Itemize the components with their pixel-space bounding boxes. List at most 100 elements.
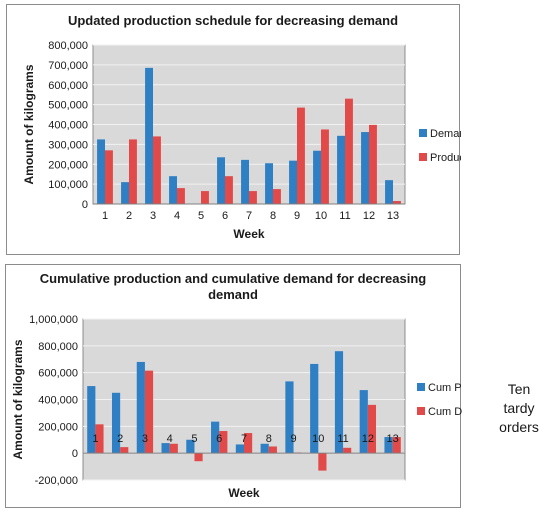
tardy-orders-line-1: Ten tardy — [503, 381, 535, 416]
bar-demand — [337, 135, 345, 204]
x-tick-label: 3 — [142, 433, 148, 445]
x-tick-label: 4 — [167, 433, 173, 445]
x-tick-label: 7 — [241, 433, 247, 445]
bar-cum-dem — [268, 446, 277, 454]
bar-production — [393, 201, 401, 204]
x-tick-label: 6 — [222, 210, 228, 222]
bar-production — [249, 191, 257, 204]
bar-cum-prod — [235, 444, 244, 454]
bar-demand — [289, 160, 297, 204]
x-tick-label: 9 — [294, 210, 300, 222]
legend-swatch — [419, 129, 427, 137]
bar-cum-dem — [219, 431, 228, 454]
legend-swatch — [417, 383, 425, 391]
x-tick-label: 6 — [216, 433, 222, 445]
y-tick-label: -200,000 — [35, 475, 78, 487]
y-axis-title: Amount of kilograms — [22, 64, 36, 184]
legend-label: Cum Dem — [428, 406, 462, 418]
x-tick-label: 5 — [191, 433, 197, 445]
bar-cum-dem — [367, 404, 377, 454]
legend-label: Cum Prod — [428, 382, 462, 394]
x-tick-label: 1 — [102, 210, 108, 222]
y-tick-label: 500,000 — [48, 100, 88, 112]
chart-title: Updated production schedule for decreasi… — [67, 13, 399, 28]
x-tick-label: 5 — [198, 210, 204, 222]
x-tick-label: 2 — [117, 433, 123, 445]
bar-cum-dem — [169, 443, 178, 454]
x-tick-label: 12 — [362, 433, 374, 445]
bar-demand — [385, 180, 393, 204]
y-tick-label: 800,000 — [48, 40, 88, 52]
bar-production — [297, 107, 305, 204]
bar-demand — [361, 132, 369, 204]
bar-cum-prod — [285, 381, 294, 454]
chart-title-line-1: Cumulative production and cumulative dem… — [39, 271, 427, 286]
bar-cum-dem — [144, 370, 154, 454]
y-tick-label: 200,000 — [38, 421, 78, 433]
bar-cum-dem — [244, 433, 253, 454]
bar-production — [177, 188, 185, 204]
chart-title: Cumulative production and cumulative dem… — [6, 271, 460, 303]
x-tick-label: 2 — [126, 210, 132, 222]
bar-cum-dem — [392, 437, 401, 454]
bar-cum-prod — [359, 390, 368, 454]
bar-demand — [121, 182, 129, 204]
legend-swatch — [419, 153, 427, 161]
production-schedule-chart: Updated production schedule for decreasi… — [6, 4, 461, 255]
legend-label: Production — [430, 152, 461, 164]
bar-demand — [241, 159, 249, 204]
x-tick-label: 13 — [387, 210, 399, 222]
y-tick-label: 800,000 — [38, 341, 78, 353]
bar-cum-dem — [194, 453, 203, 462]
bar-cum-prod — [111, 392, 121, 454]
bar-production — [321, 129, 329, 204]
x-tick-label: 8 — [266, 433, 272, 445]
bar-cum-dem — [95, 424, 104, 454]
bar-cum-prod — [136, 361, 145, 454]
y-tick-label: 1,000,000 — [29, 314, 78, 326]
x-tick-label: 1 — [92, 433, 98, 445]
y-tick-label: 0 — [82, 199, 88, 211]
y-tick-label: 200,000 — [48, 159, 88, 171]
bar-cum-dem — [120, 447, 129, 454]
bar-demand — [169, 176, 177, 204]
legend-label: Demand — [430, 128, 461, 140]
x-tick-label: 9 — [290, 433, 296, 445]
y-tick-label: 400,000 — [38, 395, 78, 407]
y-tick-label: 600,000 — [48, 80, 88, 92]
bar-cum-prod — [161, 443, 170, 454]
bar-production — [105, 150, 113, 204]
bar-cum-prod — [211, 421, 220, 454]
bar-production — [153, 136, 161, 204]
bar-demand — [97, 139, 105, 204]
y-tick-label: 400,000 — [48, 120, 88, 132]
bar-demand — [265, 163, 273, 204]
bar-demand — [313, 150, 321, 204]
y-tick-label: 0 — [72, 448, 78, 460]
x-tick-label: 12 — [363, 210, 375, 222]
bar-cum-dem — [318, 453, 327, 471]
x-tick-label: 11 — [337, 433, 348, 445]
x-axis-title: Week — [228, 486, 259, 500]
x-axis-title: Week — [233, 227, 264, 241]
bar-cum-prod — [334, 351, 344, 454]
x-tick-label: 3 — [150, 210, 156, 222]
y-tick-label: 100,000 — [48, 179, 88, 191]
bar-demand — [145, 67, 153, 204]
bar-cum-dem — [343, 447, 352, 454]
tardy-orders-line-2: orders — [499, 419, 539, 435]
cumulative-plot: -200,000 0 200,000 400,000 600,000 800,000 1,0… — [11, 314, 462, 500]
y-tick-label: 600,000 — [38, 368, 78, 380]
x-tick-label: 7 — [246, 210, 252, 222]
x-tick-label: 8 — [270, 210, 276, 222]
x-tick-label: 4 — [174, 210, 180, 222]
bar-cum-prod — [384, 437, 393, 454]
cumulative-chart: Cumulative production and cumulative dem… — [5, 264, 462, 508]
bar-cum-prod — [87, 386, 96, 454]
bar-production — [129, 139, 137, 204]
bar-cum-prod — [186, 439, 195, 454]
bar-production — [369, 124, 377, 204]
y-axis-title: Amount of kilograms — [11, 339, 25, 459]
bar-cum-prod — [310, 363, 319, 454]
production-schedule-plot: 0 100,000 200,000 300,000 400,000 500,000 600,… — [22, 40, 461, 241]
